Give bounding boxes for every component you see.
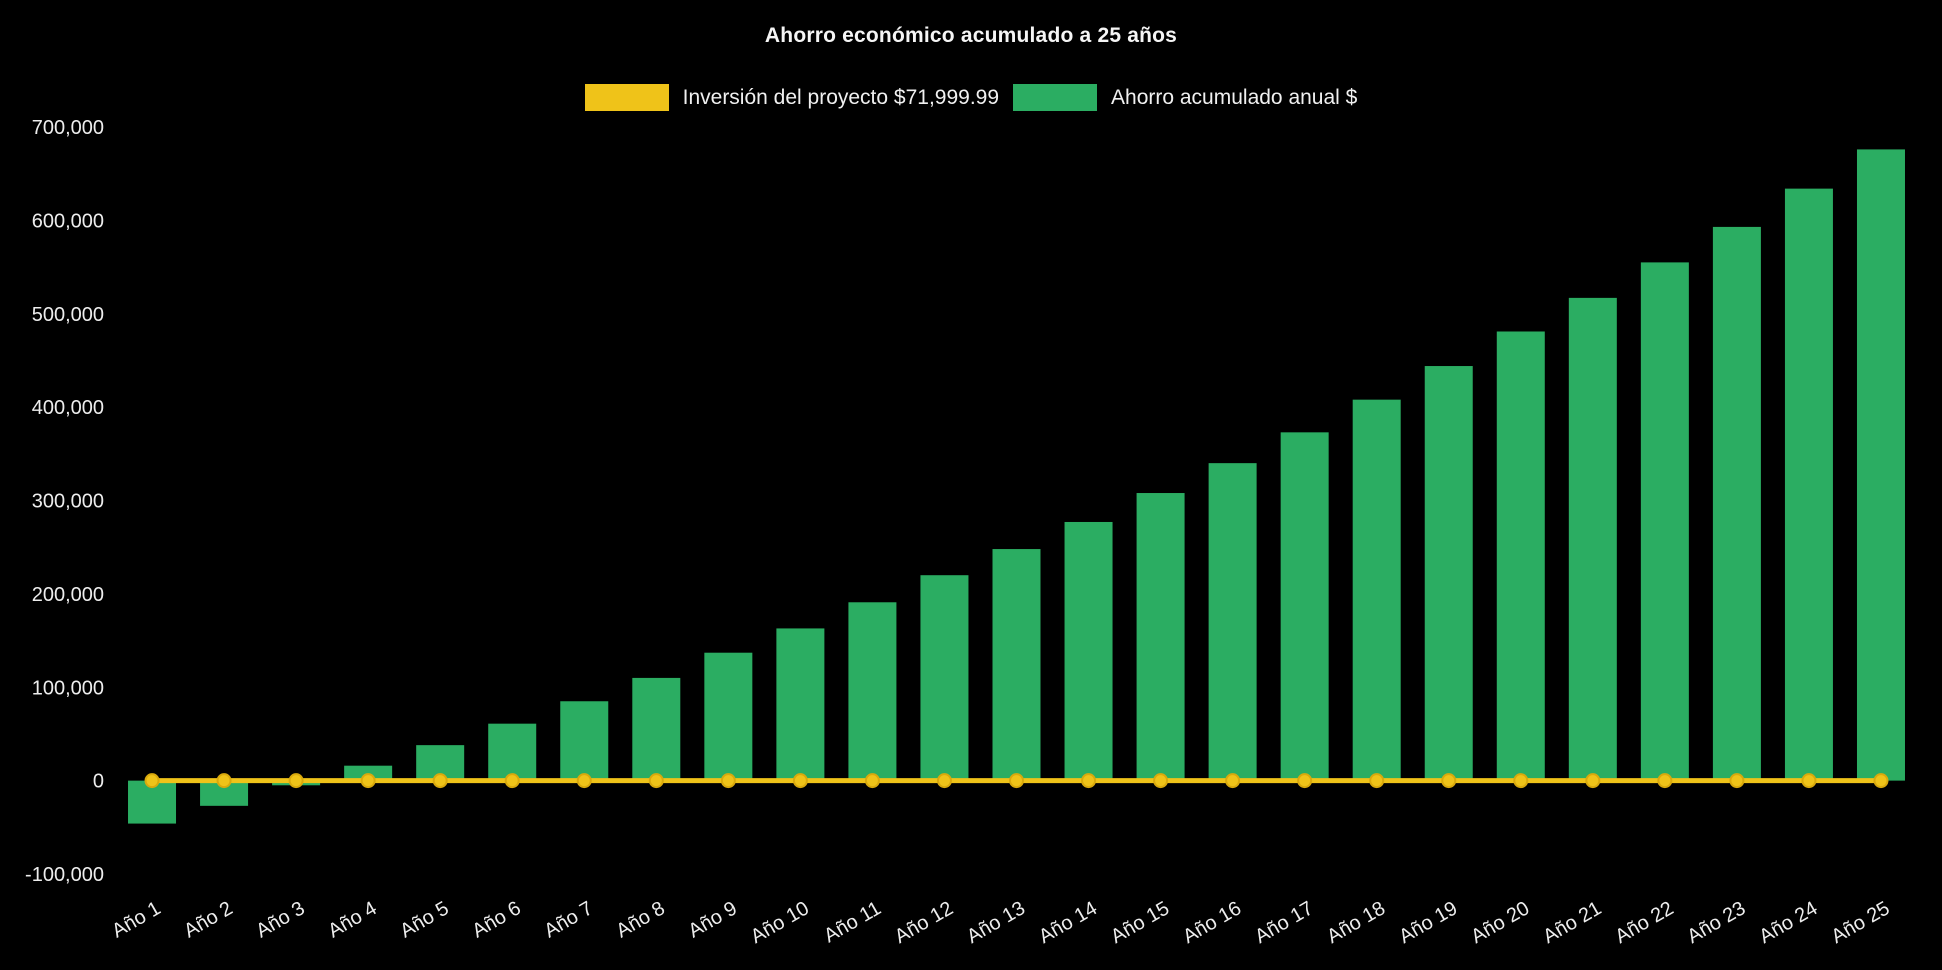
savings-bar: [1352, 399, 1401, 781]
x-tick-label: Año 7: [540, 897, 596, 942]
savings-bar: [1064, 521, 1113, 781]
investment-point: [1009, 773, 1024, 789]
savings-bar: [1856, 149, 1905, 781]
savings-bar: [1712, 226, 1761, 781]
x-tick-label: Año 8: [613, 897, 669, 942]
savings-bar: [1496, 331, 1545, 781]
x-tick-label: Año 18: [1323, 897, 1389, 948]
x-tick-label: Año 5: [396, 897, 452, 942]
savings-bar: [632, 677, 681, 781]
y-tick-label: 300,000: [32, 491, 104, 513]
x-tick-label: Año 22: [1611, 897, 1677, 948]
savings-bar: [560, 701, 609, 781]
investment-point: [792, 773, 808, 789]
chart-title: Ahorro económico acumulado a 25 años: [764, 24, 1178, 47]
x-tick-label: Año 11: [820, 897, 885, 947]
x-tick-label: Año 3: [252, 897, 308, 942]
savings-bar: [848, 602, 897, 781]
savings-bar: [1640, 262, 1689, 781]
investment-point: [504, 773, 520, 789]
x-tick-label: Año 6: [468, 897, 524, 942]
investment-point: [1801, 773, 1817, 789]
savings-bar: [920, 575, 969, 781]
investment-point: [648, 773, 664, 789]
investment-point: [1657, 773, 1673, 789]
savings-bar: [1136, 493, 1185, 781]
x-tick-label: Año 1: [108, 897, 164, 942]
savings-bar: [488, 723, 537, 781]
investment-legend-label: Inversión del proyecto $71,999.99: [682, 85, 1000, 109]
x-tick-label: Año 19: [1395, 897, 1461, 948]
y-tick-label: 500,000: [32, 304, 104, 326]
savings-bar: [1784, 188, 1833, 781]
y-tick-label: 100,000: [32, 677, 104, 699]
y-tick-label: 200,000: [32, 584, 104, 606]
investment-point: [864, 773, 880, 789]
investment-point: [576, 773, 592, 789]
savings-legend-swatch: [1013, 84, 1098, 111]
x-tick-label: Año 23: [1684, 897, 1750, 948]
x-tick-label: Año 2: [180, 897, 236, 942]
y-tick-label: 600,000: [32, 210, 104, 232]
investment-point: [144, 773, 160, 789]
investment-point: [1513, 773, 1529, 789]
investment-point: [1081, 773, 1097, 789]
investment-point: [432, 773, 448, 789]
investment-point: [360, 773, 376, 789]
y-tick-label: 0: [93, 771, 104, 793]
investment-point: [1729, 773, 1745, 789]
x-tick-label: Año 12: [891, 897, 957, 948]
savings-bar: [776, 628, 825, 781]
investment-point: [288, 773, 304, 789]
x-tick-label: Año 24: [1756, 897, 1822, 948]
savings-bar: [1208, 463, 1257, 781]
y-tick-label: 700,000: [32, 117, 104, 139]
savings-bar: [1568, 297, 1617, 781]
investment-point: [1585, 773, 1601, 789]
savings-bar: [1280, 432, 1329, 781]
x-tick-label: Año 20: [1467, 897, 1533, 948]
investment-point: [1441, 773, 1457, 789]
x-tick-label: Año 13: [963, 897, 1029, 948]
x-tick-label: Año 9: [685, 897, 741, 942]
x-tick-label: Año 16: [1179, 897, 1245, 948]
chart-legend: Inversión del proyecto $71,999.99 Ahorro…: [0, 84, 1942, 111]
investment-point: [1153, 773, 1169, 789]
legend-item-savings[interactable]: Ahorro acumulado anual $: [1013, 84, 1357, 111]
x-tick-label: Año 14: [1035, 897, 1101, 948]
x-tick-label: Año 4: [324, 897, 380, 942]
investment-point: [1873, 773, 1889, 789]
savings-bar: [704, 652, 753, 781]
x-tick-label: Año 17: [1251, 897, 1317, 948]
y-tick-label: 400,000: [32, 397, 104, 419]
x-tick-label: Año 25: [1828, 897, 1894, 948]
savings-bar: [992, 549, 1041, 781]
investment-point: [1297, 773, 1313, 789]
x-tick-label: Año 15: [1107, 897, 1173, 948]
investment-point: [1225, 773, 1241, 789]
investment-point: [936, 773, 952, 789]
x-tick-label: Año 10: [747, 897, 813, 948]
investment-legend-swatch: [584, 84, 669, 111]
savings-legend-label: Ahorro acumulado anual $: [1111, 85, 1358, 109]
investment-point: [1369, 773, 1385, 789]
legend-item-investment[interactable]: Inversión del proyecto $71,999.99: [584, 84, 1000, 111]
investment-point: [720, 773, 736, 789]
y-tick-label: -100,000: [25, 864, 104, 886]
investment-point: [216, 773, 232, 789]
savings-bar: [1424, 366, 1473, 781]
x-tick-label: Año 21: [1539, 897, 1605, 948]
